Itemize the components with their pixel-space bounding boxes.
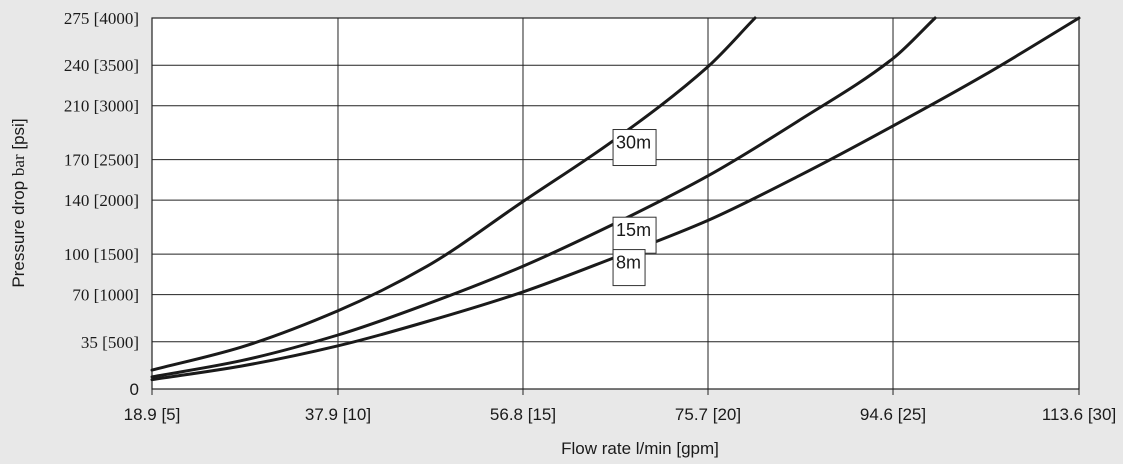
- y-tick-label: 35 [500]: [81, 333, 139, 352]
- y-tick-label: 140 [2000]: [64, 191, 139, 210]
- x-tick-label: 37.9 [10]: [305, 405, 371, 424]
- x-tick-labels: 18.9 [5] 37.9 [10] 56.8 [15] 75.7 [20] 94.6 …: [124, 405, 1117, 424]
- series-label-text: 8m: [616, 253, 641, 273]
- y-axis-title-part-1: Pressure drop: [9, 176, 28, 288]
- series-line-30m: [150, 16, 757, 372]
- x-tick-label: 75.7 [20]: [675, 405, 741, 424]
- y-tick-label: 70 [1000]: [72, 286, 139, 305]
- x-tick-label: 56.8 [15]: [490, 405, 556, 424]
- series-label-8m: 8m: [612, 249, 646, 287]
- plot-border: [151, 17, 1080, 390]
- y-tick-label: 0: [130, 380, 139, 399]
- y-axis-title-unit-bar: bar: [9, 154, 28, 176]
- x-tick-label: 94.6 [25]: [860, 405, 926, 424]
- y-tick-label: 100 [1500]: [64, 245, 139, 264]
- series-label-30m: 30m: [612, 129, 657, 167]
- x-tick-label: 18.9 [5]: [124, 405, 181, 424]
- y-tick-label: 170 [2500]: [64, 151, 139, 170]
- y-tick-label: 210 [3000]: [64, 97, 139, 116]
- series-labels: 30m 15m 8m: [612, 129, 657, 287]
- series-line-15m: [150, 16, 937, 379]
- plot-area: [152, 18, 1079, 389]
- y-tick-label: 240 [3500]: [64, 56, 139, 75]
- series-label-text: 15m: [616, 220, 651, 240]
- series-label-box: [612, 129, 657, 167]
- series-label-text: 30m: [616, 133, 651, 153]
- series-label-box: [612, 216, 657, 254]
- series-label-15m: 15m: [612, 216, 657, 254]
- y-tick-labels: 0 35 [500] 70 [1000] 100 [1500] 140 [2000] 17…: [64, 9, 139, 399]
- y-axis-title-part-3: [psi]: [9, 118, 28, 154]
- x-axis-title: Flow rate l/min [gpm]: [561, 439, 719, 458]
- series-label-box: [612, 249, 646, 287]
- x-tick-label: 113.6 [30]: [1042, 405, 1116, 424]
- y-axis-title: Pressure drop bar [psi]: [9, 118, 28, 287]
- y-tick-label: 275 [4000]: [64, 9, 139, 28]
